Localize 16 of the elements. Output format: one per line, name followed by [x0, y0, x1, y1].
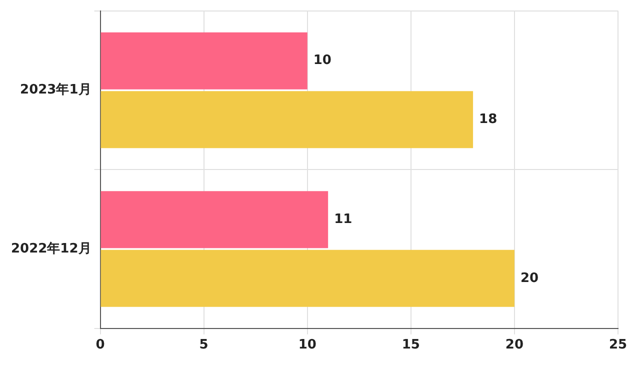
x-tick-label: 0 — [96, 338, 105, 353]
x-tick-label: 20 — [505, 338, 524, 353]
data-label: 18 — [479, 112, 498, 127]
bar — [100, 250, 514, 307]
x-tick-label: 25 — [608, 338, 628, 353]
bar — [100, 32, 308, 90]
x-tick-label: 5 — [199, 338, 208, 353]
y-tick-label: 2022年12月 — [10, 241, 92, 256]
data-label: 11 — [334, 212, 352, 227]
x-tick-label: 15 — [402, 338, 420, 353]
data-label: 20 — [520, 270, 539, 286]
data-label: 10 — [313, 53, 332, 68]
y-tick-label: 2023年1月 — [20, 82, 92, 98]
x-tick-label: 10 — [298, 338, 316, 353]
bar — [100, 191, 328, 248]
bar — [100, 91, 474, 148]
